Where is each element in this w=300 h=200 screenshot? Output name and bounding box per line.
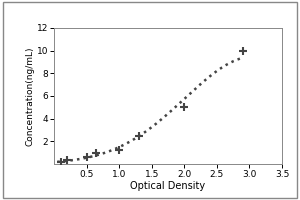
X-axis label: Optical Density: Optical Density	[130, 181, 206, 191]
Y-axis label: Concentration(ng/mL): Concentration(ng/mL)	[25, 46, 34, 146]
